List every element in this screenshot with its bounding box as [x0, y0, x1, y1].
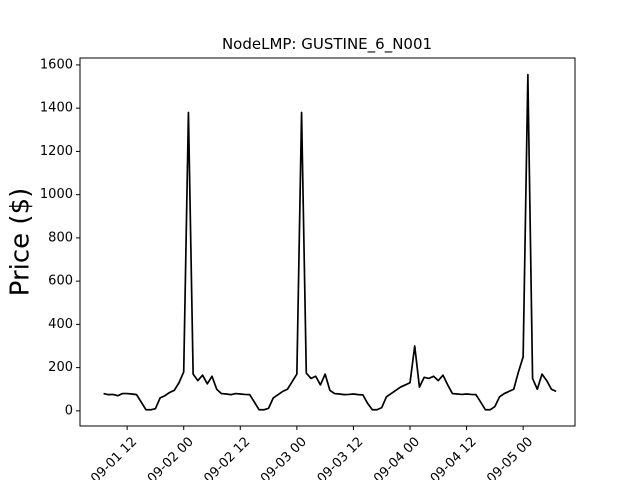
y-tick-label: 400 [48, 317, 73, 332]
y-tick-label: 1000 [40, 187, 73, 202]
chart-title: NodeLMP: GUSTINE_6_N001 [222, 35, 432, 54]
x-tick-label: 09-02 00 [145, 434, 197, 480]
plot-frame [79, 57, 576, 427]
x-tick-label: 09-03 12 [315, 434, 367, 480]
y-tick-label: 200 [48, 360, 73, 375]
x-tick-label: 09-02 12 [201, 434, 253, 480]
x-tick-label: 09-03 00 [258, 434, 310, 480]
x-tick-label: 09-01 12 [88, 434, 140, 480]
y-tick-label: 600 [48, 274, 73, 289]
x-tick-label: 09-04 00 [371, 434, 423, 480]
y-axis-label: Price ($) [6, 188, 36, 297]
y-tick-label: 800 [48, 230, 73, 245]
x-tick-label: 09-04 12 [428, 434, 480, 480]
x-tick-label: 09-05 00 [484, 434, 536, 480]
y-tick-label: 0 [65, 403, 73, 418]
y-tick-label: 1400 [40, 101, 73, 116]
y-tick-label: 1600 [40, 57, 73, 72]
price-line [103, 73, 557, 411]
y-tick-label: 1200 [40, 144, 73, 159]
